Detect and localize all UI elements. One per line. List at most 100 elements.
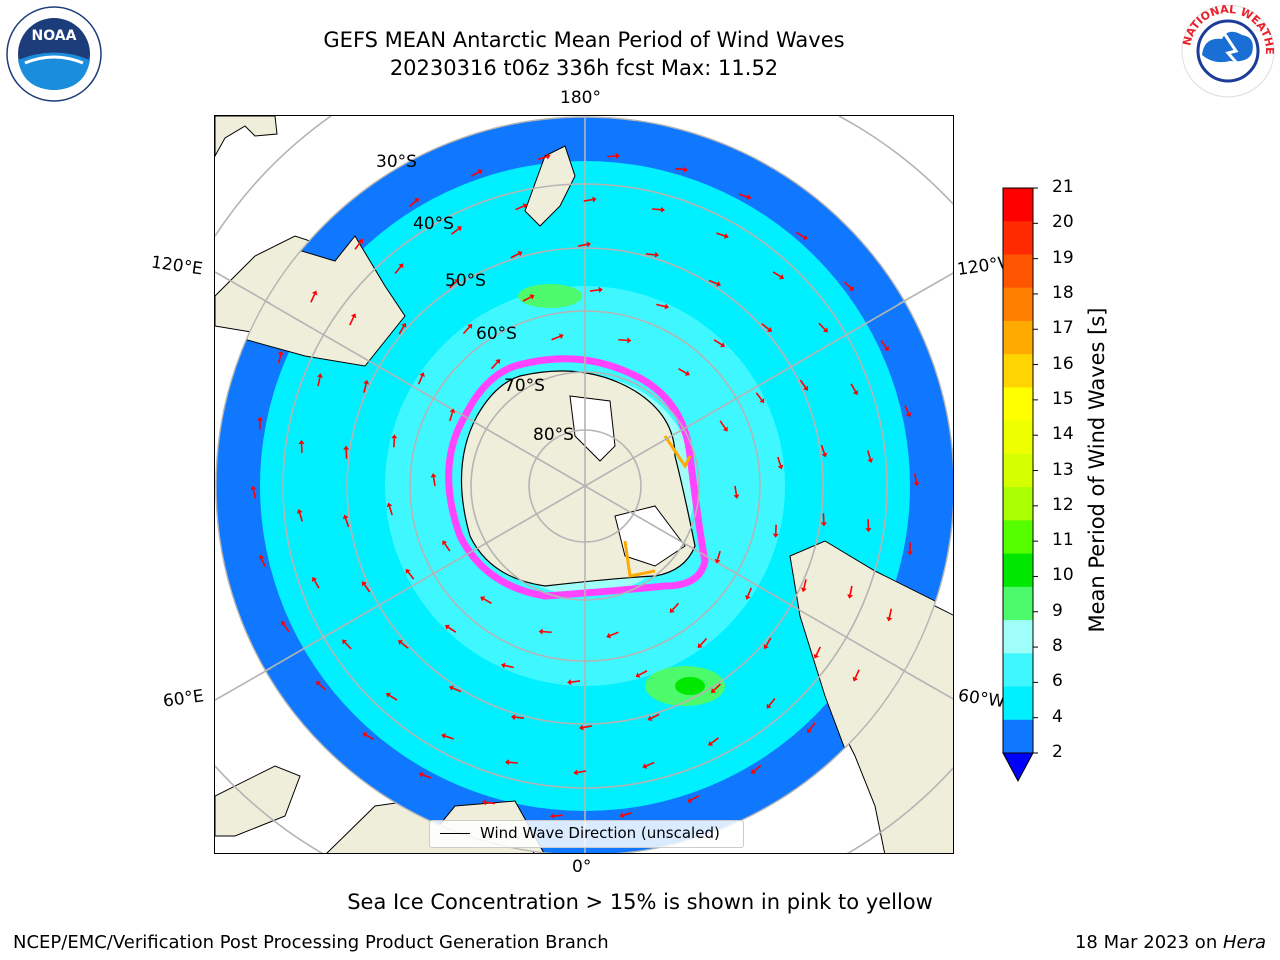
direction-arrow-head xyxy=(660,206,666,213)
direction-arrow xyxy=(656,303,666,308)
direction-arrow-head xyxy=(449,408,456,414)
direction-arrow-head xyxy=(803,385,809,391)
direction-arrow-head xyxy=(615,152,621,159)
direction-arrow-head xyxy=(723,233,729,239)
direction-arrow-head xyxy=(567,679,572,686)
direction-arrow xyxy=(577,770,587,774)
direction-arrow xyxy=(388,506,393,516)
direction-arrow xyxy=(765,637,772,647)
direction-arrow xyxy=(394,265,402,274)
colorbar xyxy=(1002,187,1038,783)
footer-date-text: 18 Mar 2023 on xyxy=(1074,932,1223,953)
lon-label-180: 180° xyxy=(560,88,601,108)
colorbar-tick-label: 8 xyxy=(1052,636,1063,657)
colorbar-tick-label: 6 xyxy=(1052,671,1063,692)
direction-arrow xyxy=(651,208,662,211)
direction-arrow-head xyxy=(529,294,535,300)
direction-arrow-head xyxy=(277,350,284,356)
direction-arrow-head xyxy=(456,226,462,232)
direction-arrow-head xyxy=(716,281,722,287)
weddell-ice-shelf xyxy=(614,505,686,567)
direction-arrow xyxy=(618,338,628,342)
colorbar-tick-label: 13 xyxy=(1052,459,1074,480)
lon-label-120e: 120°E xyxy=(149,252,204,280)
direction-arrow-head xyxy=(767,326,773,332)
direction-arrow xyxy=(363,584,371,593)
direction-arrow-head xyxy=(500,662,506,669)
colorbar-tick-label: 2 xyxy=(1052,742,1063,762)
colorbar-tick-label: 18 xyxy=(1052,282,1074,303)
direction-arrow xyxy=(583,198,593,202)
direction-arrow xyxy=(318,683,327,691)
direction-arrow-head xyxy=(256,416,263,421)
direction-arrow xyxy=(537,155,547,161)
footer-credit: NCEP/EMC/Verification Post Processing Pr… xyxy=(13,932,609,953)
direction-arrow-head xyxy=(598,286,603,293)
direction-arrow-head xyxy=(281,620,287,626)
lat-label-30s: 30°S xyxy=(376,152,417,172)
direction-arrow-head xyxy=(538,628,543,635)
direction-arrow-head xyxy=(398,263,404,269)
lon-label-60e: 60°E xyxy=(161,686,206,712)
direction-arrow xyxy=(768,698,776,707)
direction-arrow xyxy=(815,646,821,656)
lon-label-0: 0° xyxy=(572,857,592,877)
direction-arrow xyxy=(777,456,782,466)
direction-arrow-head xyxy=(852,390,859,396)
chart-title: GEFS MEAN Antarctic Mean Period of Wind … xyxy=(323,28,845,52)
direction-arrow xyxy=(504,664,514,669)
direction-arrow-head xyxy=(316,373,323,378)
direction-arrow-head xyxy=(258,554,265,560)
lon-label-60w: 60°W xyxy=(956,685,1007,713)
direction-arrow-head xyxy=(708,740,714,746)
direction-arrow xyxy=(913,473,918,483)
direction-arrow-head xyxy=(298,439,305,444)
direction-arrow xyxy=(444,735,454,740)
direction-arrow-head xyxy=(619,812,625,819)
direction-arrow xyxy=(820,444,826,454)
direction-arrow xyxy=(904,404,910,414)
direction-arrow xyxy=(252,489,257,499)
direction-arrow xyxy=(260,558,266,568)
direction-arrow-head xyxy=(710,688,716,694)
colorbar-tick-label: 4 xyxy=(1052,706,1063,727)
direction-arrow-head xyxy=(477,169,483,175)
direction-arrow xyxy=(510,252,520,259)
direction-arrow-head xyxy=(311,290,318,296)
direction-arrow-head xyxy=(522,203,528,209)
direction-arrow xyxy=(795,231,805,238)
direction-arrow-head xyxy=(586,241,591,248)
footer-host: Hera xyxy=(1222,932,1266,953)
colorbar-tick-label: 17 xyxy=(1052,318,1074,339)
direction-arrow-head xyxy=(821,452,828,458)
direction-arrow xyxy=(623,811,633,817)
lat-label-50s: 50°S xyxy=(445,271,486,291)
direction-arrow-head xyxy=(883,346,889,352)
colorbar-segment xyxy=(1003,620,1033,654)
direction-arrow-head xyxy=(358,238,363,244)
colorbar-tick-label: 14 xyxy=(1052,424,1074,445)
direction-arrow-head xyxy=(442,540,448,546)
colorbar-tick-label: 15 xyxy=(1052,388,1074,409)
direction-arrow xyxy=(738,193,748,198)
direction-arrow-head xyxy=(296,509,303,514)
direction-arrow xyxy=(388,694,398,701)
direction-arrow xyxy=(398,325,405,335)
direction-arrow-head xyxy=(549,813,555,820)
direction-arrow xyxy=(483,598,492,604)
colorbar-tick-label: 11 xyxy=(1052,530,1074,551)
direction-arrow xyxy=(699,637,708,646)
direction-arrow xyxy=(422,774,432,779)
direction-arrow xyxy=(578,243,588,247)
lat-label-40s: 40°S xyxy=(413,214,454,234)
direction-arrow-head xyxy=(545,153,551,160)
colorbar-segment xyxy=(1003,586,1033,621)
direction-arrow xyxy=(363,383,367,393)
direction-arrow-head xyxy=(813,653,820,659)
direction-arrow xyxy=(344,641,352,650)
direction-arrow-head xyxy=(750,769,756,774)
colorbar-segment xyxy=(1003,453,1033,488)
direction-arrow-head xyxy=(363,379,370,385)
direction-arrow xyxy=(317,377,321,387)
direction-arrow-head xyxy=(865,528,872,533)
